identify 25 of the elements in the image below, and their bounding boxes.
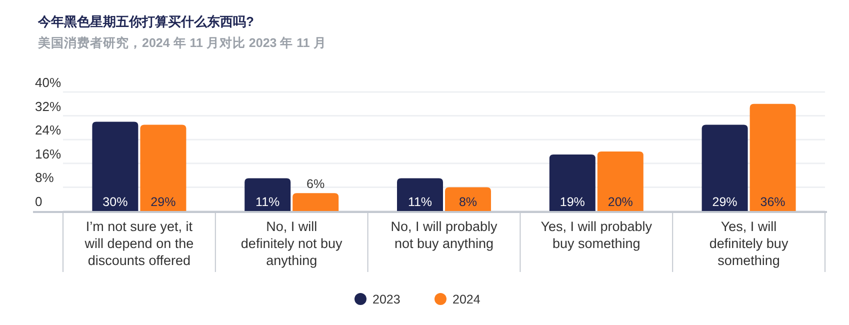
data-label: 29% xyxy=(150,195,176,209)
data-label: 11% xyxy=(256,195,280,209)
data-label: 11% xyxy=(408,195,432,209)
legend-label: 2023 xyxy=(372,292,400,306)
x-tick-label: Yes, I will definitely buy something xyxy=(709,219,788,268)
x-tick-label: No, I will probably not buy anything xyxy=(390,219,498,251)
y-tick-label: 32% xyxy=(35,98,62,114)
data-label: 36% xyxy=(760,195,786,209)
data-label: 30% xyxy=(102,195,128,209)
data-label: 20% xyxy=(608,195,633,209)
data-label: 6% xyxy=(306,177,325,192)
chart-subtitle: 美国消费者研究，2024 年 11 月对比 2023 年 11 月 xyxy=(37,35,326,50)
chart-title: 今年黑色星期五你打算买什么东西吗? xyxy=(37,14,254,29)
data-label: 29% xyxy=(712,195,738,209)
y-tick-label: 24% xyxy=(35,122,62,138)
data-label: 8% xyxy=(458,195,478,209)
y-tick-label: 8% xyxy=(35,170,54,186)
y-tick-label: 16% xyxy=(35,146,62,162)
x-tick-label: I’m not sure yet, it will depend on the discounts offered xyxy=(84,219,194,268)
x-tick-label: Yes, I will probably buy something xyxy=(540,219,652,251)
data-label: 19% xyxy=(560,195,585,209)
x-tick-label: No, I will definitely not buy anything xyxy=(240,219,342,268)
y-tick-label: 0 xyxy=(35,194,42,209)
y-tick-label: 40% xyxy=(35,75,62,90)
legend-label: 2024 xyxy=(452,292,480,306)
